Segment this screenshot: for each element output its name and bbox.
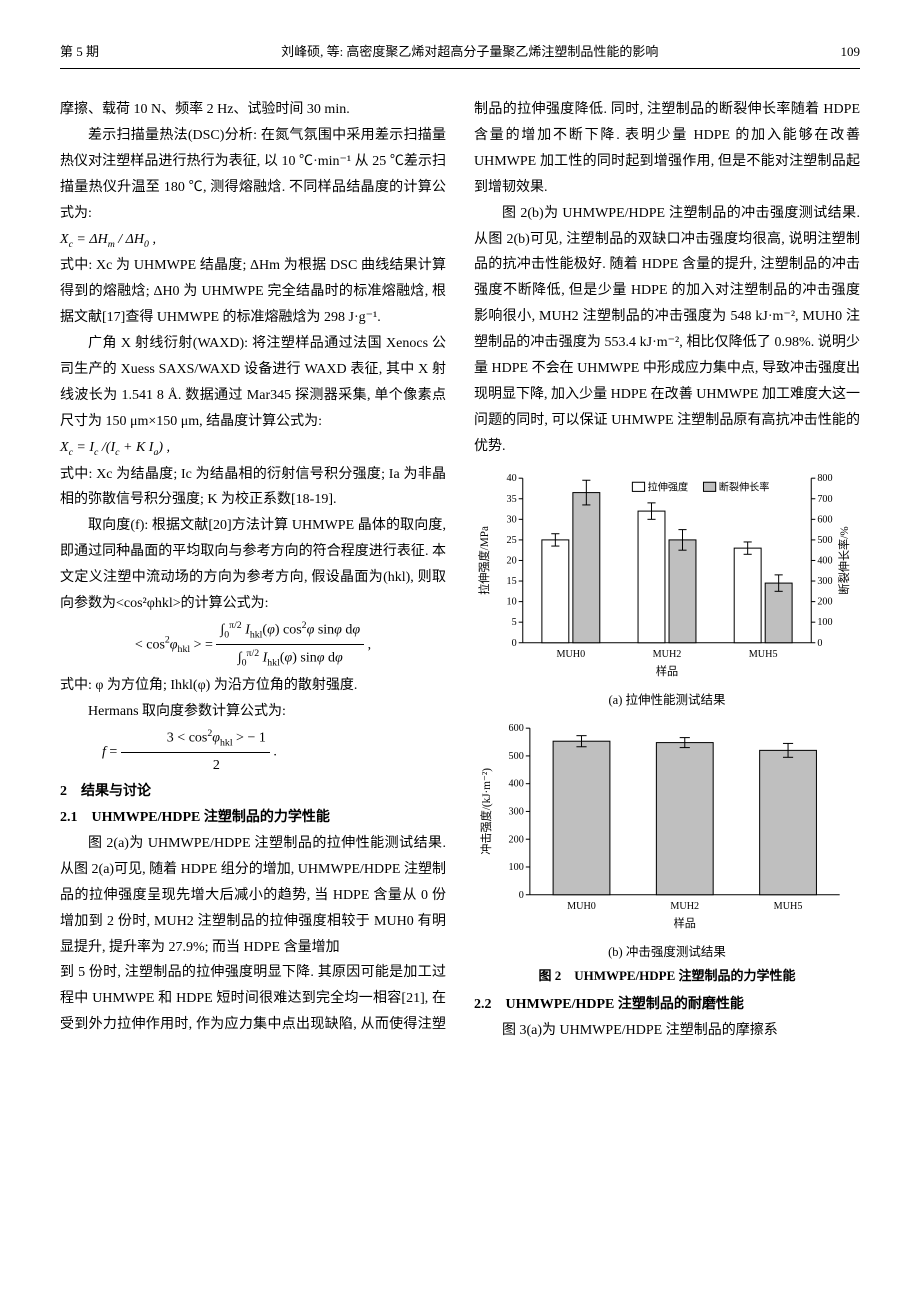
svg-text:200: 200 xyxy=(509,834,524,845)
svg-text:冲击强度/(kJ·m⁻²): 冲击强度/(kJ·m⁻²) xyxy=(479,768,493,855)
eq-cos2: < cos2φhkl > = ∫0π/2 Ihkl(φ) cos2φ sinφ … xyxy=(60,617,446,673)
para-dsc: 差示扫描量热法(DSC)分析: 在氮气氛围中采用差示扫描量热仪对注塑样品进行热行… xyxy=(60,123,446,227)
fig2b-caption: (b) 冲击强度测试结果 xyxy=(474,941,860,964)
para-dsc-expl: 式中: Xc 为 UHMWPE 结晶度; ΔHm 为根据 DSC 曲线结果计算得… xyxy=(60,253,446,331)
svg-text:断裂伸长率: 断裂伸长率 xyxy=(719,480,770,493)
svg-text:MUH0: MUH0 xyxy=(556,648,585,659)
svg-text:样品: 样品 xyxy=(656,664,678,678)
svg-text:300: 300 xyxy=(509,806,524,817)
svg-text:10: 10 xyxy=(507,596,517,607)
svg-text:样品: 样品 xyxy=(674,916,696,930)
figure-2a: 0510152025303540010020030040050060070080… xyxy=(474,466,860,712)
svg-text:300: 300 xyxy=(817,576,832,587)
svg-text:MUH5: MUH5 xyxy=(774,901,803,912)
fig2-title: 图 2 UHMWPE/HDPE 注塑制品的力学性能 xyxy=(474,964,860,988)
section-2-heading: 2 结果与讨论 xyxy=(60,779,446,805)
svg-text:500: 500 xyxy=(817,534,832,545)
para-friction: 摩擦、载荷 10 N、频率 2 Hz、试验时间 30 min. xyxy=(60,97,446,123)
eq-xc1: Xc = ΔHm / ΔH0 , xyxy=(60,227,446,254)
issue-number: 第 5 期 xyxy=(60,40,99,64)
para-fig3a-intro: 图 3(a)为 UHMWPE/HDPE 注塑制品的摩擦系 xyxy=(474,1018,860,1044)
svg-text:400: 400 xyxy=(817,555,832,566)
svg-text:MUH0: MUH0 xyxy=(567,901,596,912)
svg-text:100: 100 xyxy=(509,862,524,873)
svg-text:30: 30 xyxy=(507,514,517,525)
svg-text:MUH5: MUH5 xyxy=(749,648,778,659)
para-phi-expl: 式中: φ 为方位角; Ihkl(φ) 为沿方位角的散射强度. xyxy=(60,673,446,699)
para-orient: 取向度(f): 根据文献[20]方法计算 UHMWPE 晶体的取向度, 即通过同… xyxy=(60,513,446,617)
svg-text:20: 20 xyxy=(507,555,517,566)
svg-text:MUH2: MUH2 xyxy=(653,648,682,659)
svg-text:100: 100 xyxy=(817,617,832,628)
svg-text:35: 35 xyxy=(507,493,517,504)
svg-text:40: 40 xyxy=(507,473,517,484)
svg-text:15: 15 xyxy=(507,576,517,587)
page-number: 109 xyxy=(840,40,860,64)
para-waxd: 广角 X 射线衍射(WAXD): 将注塑样品通过法国 Xenocs 公司生产的 … xyxy=(60,331,446,435)
section-2-1-heading: 2.1 UHMWPE/HDPE 注塑制品的力学性能 xyxy=(60,805,446,831)
para-col2-2: 图 2(b)为 UHMWPE/HDPE 注塑制品的冲击强度测试结果. 从图 2(… xyxy=(474,201,860,460)
svg-text:800: 800 xyxy=(817,473,832,484)
section-2-2-heading: 2.2 UHMWPE/HDPE 注塑制品的耐磨性能 xyxy=(474,992,860,1018)
svg-text:700: 700 xyxy=(817,493,832,504)
running-title: 刘峰硕, 等: 高密度聚乙烯对超高分子量聚乙烯注塑制品性能的影响 xyxy=(281,40,658,64)
chart-tensile: 0510152025303540010020030040050060070080… xyxy=(474,466,860,679)
para-fig2a-intro: 图 2(a)为 UHMWPE/HDPE 注塑制品的拉伸性能测试结果. 从图 2(… xyxy=(60,831,446,960)
svg-text:5: 5 xyxy=(512,617,517,628)
svg-text:0: 0 xyxy=(512,637,517,648)
svg-text:拉伸强度/MPa: 拉伸强度/MPa xyxy=(477,526,491,595)
fig2a-caption: (a) 拉伸性能测试结果 xyxy=(474,689,860,712)
svg-text:500: 500 xyxy=(509,751,524,762)
svg-text:600: 600 xyxy=(817,514,832,525)
page-header: 第 5 期 刘峰硕, 等: 高密度聚乙烯对超高分子量聚乙烯注塑制品性能的影响 1… xyxy=(60,40,860,69)
svg-text:断裂伸长率/%: 断裂伸长率/% xyxy=(837,526,851,594)
svg-text:MUH2: MUH2 xyxy=(670,901,699,912)
figure-2b: 0 100 200 300 400 500 600 冲击强度/(kJ·m⁻²) 样品 MUH0 MU… xyxy=(474,718,860,988)
svg-text:0: 0 xyxy=(817,637,822,648)
body-columns: 摩擦、载荷 10 N、频率 2 Hz、试验时间 30 min. 差示扫描量热法(… xyxy=(60,97,860,1044)
svg-text:0: 0 xyxy=(519,890,524,901)
eq-xc2: Xc = Ic /(Ic + K Ia) , xyxy=(60,435,446,462)
eq-f: f = 3 < cos2φhkl > − 1 2 . xyxy=(60,725,446,779)
svg-text:拉伸强度: 拉伸强度 xyxy=(648,480,689,493)
para-waxd-expl: 式中: Xc 为结晶度; Ic 为结晶相的衍射信号积分强度; Ia 为非晶相的弥… xyxy=(60,462,446,514)
chart-impact: 0 100 200 300 400 500 600 冲击强度/(kJ·m⁻²) 样品 MUH0 MU… xyxy=(474,718,860,931)
svg-text:25: 25 xyxy=(507,534,517,545)
svg-text:200: 200 xyxy=(817,596,832,607)
svg-text:400: 400 xyxy=(509,779,524,790)
para-hermans: Hermans 取向度参数计算公式为: xyxy=(60,699,446,725)
svg-text:600: 600 xyxy=(509,723,524,734)
